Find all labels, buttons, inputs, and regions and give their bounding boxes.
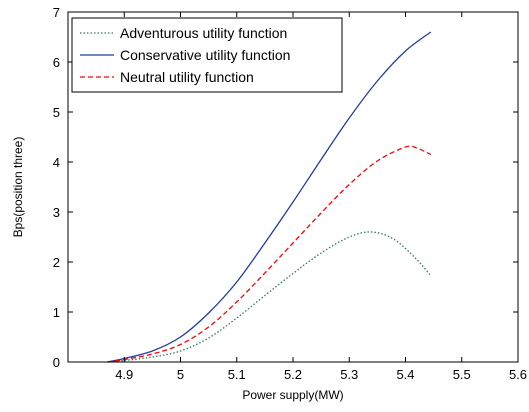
- legend: Adventurous utility function Conservative…: [71, 17, 343, 93]
- x-tick-label: 5: [177, 367, 184, 382]
- legend-label: Neutral utility function: [120, 69, 254, 85]
- x-tick-label: 5.5: [453, 367, 471, 382]
- x-tick-label: 5.3: [340, 367, 358, 382]
- x-tick-label: 5.4: [396, 367, 414, 382]
- x-axis-label: Power supply(MW): [242, 388, 343, 402]
- y-axis-label: Bps(position three): [11, 137, 25, 238]
- series-line-3: [107, 145, 432, 363]
- y-tick-label: 5: [53, 105, 60, 120]
- series-line-1: [107, 231, 432, 363]
- legend-box: [71, 17, 343, 93]
- axis-ticks: 4.9 5 5.1 5.2 5.3 5.4 5.5 5.6 0 1 2 3 4 5 6 7: [53, 5, 527, 382]
- series-line-2: [107, 31, 432, 363]
- x-tick-label: 4.9: [115, 367, 133, 382]
- legend-label: Conservative utility function: [120, 47, 290, 63]
- y-tick-label: 2: [53, 255, 60, 270]
- y-tick-label: 3: [53, 205, 60, 220]
- y-tick-label: 7: [53, 5, 60, 20]
- legend-label: Adventurous utility function: [120, 25, 287, 41]
- y-tick-label: 1: [53, 305, 60, 320]
- y-tick-label: 0: [53, 355, 60, 370]
- x-tick-label: 5.2: [284, 367, 302, 382]
- x-tick-label: 5.6: [509, 367, 527, 382]
- y-tick-label: 6: [53, 55, 60, 70]
- series-lines: [107, 31, 432, 363]
- x-tick-label: 5.1: [228, 367, 246, 382]
- y-tick-label: 4: [53, 155, 60, 170]
